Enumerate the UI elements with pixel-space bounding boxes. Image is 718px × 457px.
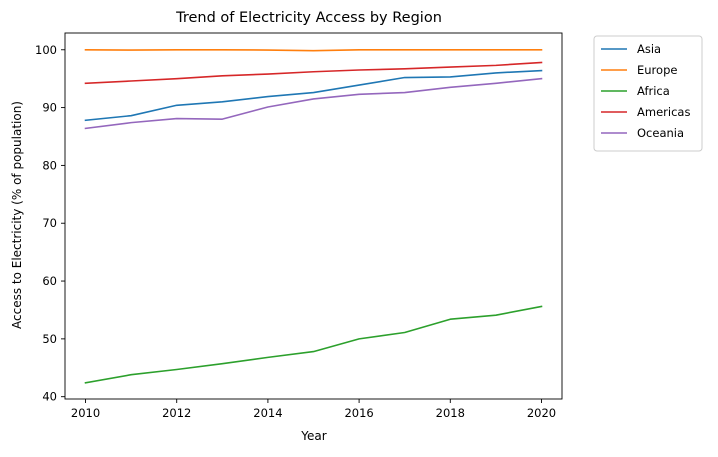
legend-label-asia: Asia	[637, 42, 661, 56]
y-tick-label: 50	[42, 332, 57, 346]
legend-label-oceania: Oceania	[637, 126, 684, 140]
x-tick-label: 2014	[253, 406, 282, 420]
series-line-americas	[84, 61, 543, 85]
y-tick-label: 70	[42, 216, 57, 230]
series-line-asia	[84, 69, 543, 122]
chart-title: Trend of Electricity Access by Region	[175, 10, 442, 26]
axes-frame	[64, 32, 563, 400]
y-tick-label: 80	[42, 158, 57, 172]
legend: Asia Europe Africa Americas Oceania	[593, 35, 703, 152]
x-tick-label: 2020	[527, 406, 556, 420]
legend-label-africa: Africa	[637, 84, 670, 98]
series-line-europe	[84, 48, 543, 52]
x-tick-label: 2012	[162, 406, 191, 420]
x-tick-label: 2010	[71, 406, 100, 420]
series-line-oceania	[84, 77, 543, 130]
x-axis-label: Year	[300, 429, 326, 443]
legend-label-europe: Europe	[637, 63, 677, 77]
legend-label-americas: Americas	[637, 105, 690, 119]
x-tick-label: 2018	[436, 406, 465, 420]
y-tick-label: 100	[35, 43, 57, 57]
y-axis-label: Access to Electricity (% of population)	[10, 101, 24, 329]
y-tick-label: 60	[42, 274, 57, 288]
y-tick-label: 40	[42, 390, 57, 404]
legend-box	[593, 35, 703, 152]
y-tick-label: 90	[42, 101, 57, 115]
x-tick-label: 2016	[344, 406, 373, 420]
series-line-africa	[84, 305, 543, 384]
plot-area: 2010 2012 2014 2016 2018 2020 40 50 60 70 80 90 100	[35, 32, 563, 420]
